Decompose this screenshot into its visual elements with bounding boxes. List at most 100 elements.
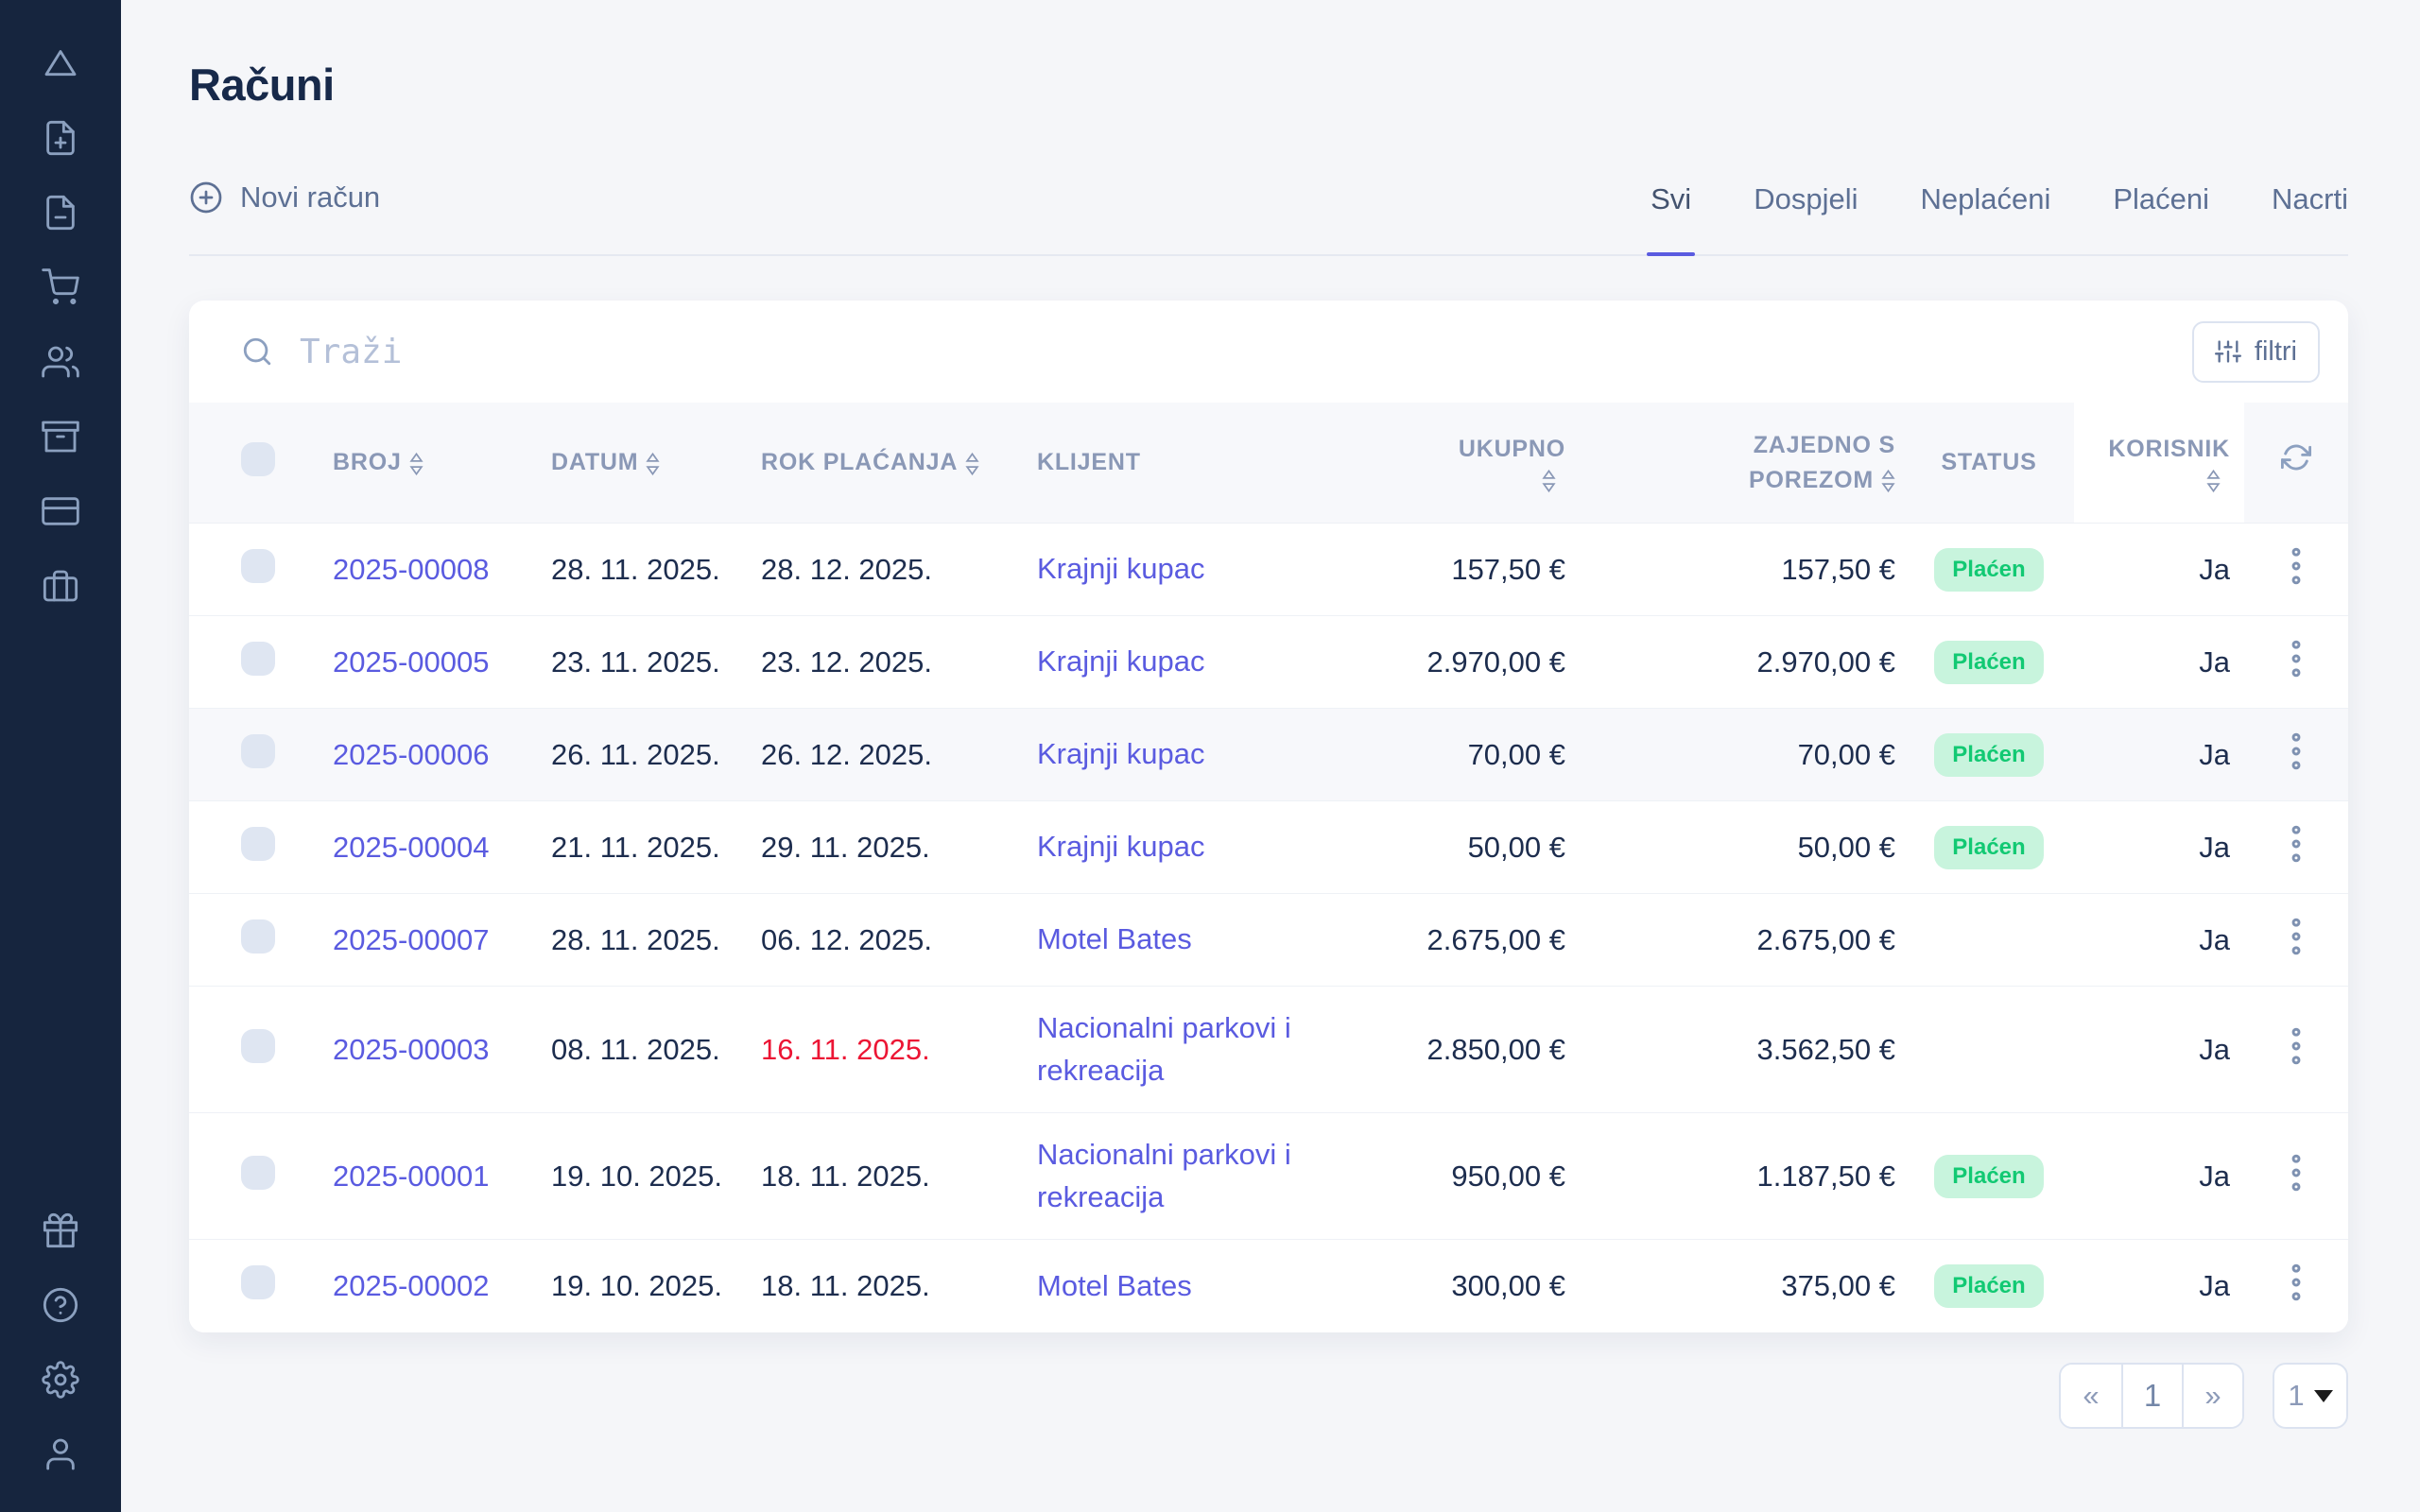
row-checkbox[interactable] [241, 641, 275, 676]
invoice-number-link[interactable]: 2025-00002 [333, 1269, 490, 1302]
file-minus-icon[interactable] [41, 193, 80, 232]
total-amount: 950,00 € [1451, 1159, 1565, 1193]
column-header-korisnik[interactable]: KORISNIK [2074, 403, 2244, 523]
gift-icon[interactable] [41, 1211, 80, 1250]
sort-icon[interactable] [1542, 469, 1556, 493]
sort-icon[interactable] [409, 452, 424, 476]
tab-dospjeli[interactable]: Dospjeli [1754, 182, 1858, 254]
row-checkbox[interactable] [241, 1265, 275, 1299]
table-row[interactable]: 2025-00006 26. 11. 2025. 26. 12. 2025. Kraj… [189, 709, 2348, 801]
total-with-tax: 50,00 € [1797, 830, 1895, 864]
row-checkbox[interactable] [241, 548, 275, 583]
pagination-current-page[interactable]: 1 [2121, 1365, 2182, 1427]
column-header-broj[interactable]: BROJ [302, 445, 518, 479]
credit-card-icon[interactable] [41, 491, 80, 531]
column-header-ukupno[interactable]: UKUPNO [1356, 432, 1573, 492]
table-row[interactable]: 2025-00007 28. 11. 2025. 06. 12. 2025. Mote… [189, 894, 2348, 987]
sort-icon[interactable] [1881, 469, 1895, 493]
row-checkbox[interactable] [241, 1155, 275, 1190]
client-link[interactable]: Motel Bates [1037, 1268, 1192, 1302]
table-row[interactable]: 2025-00001 19. 10. 2025. 18. 11. 2025. Naci… [189, 1113, 2348, 1240]
invoice-number-link[interactable]: 2025-00003 [333, 1032, 490, 1066]
tab-placeni[interactable]: Plaćeni [2113, 182, 2209, 254]
logo-triangle-icon[interactable] [41, 43, 80, 83]
total-amount: 50,00 € [1467, 830, 1565, 864]
invoice-number-link[interactable]: 2025-00008 [333, 552, 490, 586]
toolbar-row: Novi račun Svi Dospjeli Neplaćeni Plaćen… [189, 180, 2348, 256]
client-link[interactable]: Krajnji kupac [1037, 644, 1205, 679]
client-link[interactable]: Nacionalni parkovi i rekreacija [1037, 1010, 1291, 1087]
table-header: BROJ DATUM ROK PLAĆANJA KLIJENT UKUPNO Z… [189, 403, 2348, 524]
total-with-tax: 2.675,00 € [1756, 922, 1895, 956]
search-row: filtri [189, 301, 2348, 403]
client-link[interactable]: Krajnji kupac [1037, 737, 1205, 771]
users-icon[interactable] [41, 342, 80, 382]
row-actions-kebab-icon[interactable] [2282, 917, 2310, 964]
row-checkbox[interactable] [241, 826, 275, 861]
sort-icon[interactable] [2206, 469, 2221, 493]
page-group: « 1 » [2059, 1363, 2244, 1429]
invoice-date: 26. 11. 2025. [551, 737, 720, 771]
cart-icon[interactable] [41, 267, 80, 307]
table-row[interactable]: 2025-00005 23. 11. 2025. 23. 12. 2025. Kraj… [189, 616, 2348, 709]
invoice-number-link[interactable]: 2025-00007 [333, 922, 490, 956]
row-actions-kebab-icon[interactable] [2282, 639, 2310, 686]
pagination-last-button[interactable]: » [2182, 1365, 2242, 1427]
settings-gear-icon[interactable] [41, 1360, 80, 1400]
sidebar [0, 0, 121, 1512]
file-plus-icon[interactable] [41, 118, 80, 158]
row-checkbox[interactable] [241, 733, 275, 768]
invoice-number-link[interactable]: 2025-00006 [333, 737, 490, 771]
user-flag: Ja [2199, 737, 2230, 771]
pagination-first-button[interactable]: « [2061, 1365, 2121, 1427]
row-actions-kebab-icon[interactable] [2282, 824, 2310, 871]
briefcase-icon[interactable] [41, 566, 80, 606]
tab-svi[interactable]: Svi [1647, 182, 1696, 256]
page-size-dropdown[interactable]: 1 [2273, 1363, 2348, 1429]
search-input[interactable] [300, 332, 2192, 371]
row-checkbox[interactable] [241, 919, 275, 954]
invoice-number-link[interactable]: 2025-00004 [333, 830, 490, 864]
user-icon[interactable] [41, 1435, 80, 1474]
total-with-tax: 3.562,50 € [1756, 1032, 1895, 1066]
total-with-tax: 1.187,50 € [1756, 1159, 1895, 1193]
tab-neplaceni[interactable]: Neplaćeni [1920, 182, 2050, 254]
tab-nacrti[interactable]: Nacrti [2272, 182, 2348, 254]
row-actions-kebab-icon[interactable] [2282, 546, 2310, 593]
column-header-klijent[interactable]: KLIJENT [1037, 449, 1141, 476]
invoice-number-link[interactable]: 2025-00001 [333, 1159, 490, 1193]
select-all-checkbox[interactable] [241, 441, 275, 476]
column-header-zajedno[interactable]: ZAJEDNO S POREZOM [1749, 432, 1895, 493]
table-row[interactable]: 2025-00003 08. 11. 2025. 16. 11. 2025. Naci… [189, 987, 2348, 1113]
client-link[interactable]: Krajnji kupac [1037, 830, 1205, 864]
client-link[interactable]: Krajnji kupac [1037, 552, 1205, 586]
row-actions-kebab-icon[interactable] [2282, 731, 2310, 779]
client-link[interactable]: Motel Bates [1037, 922, 1192, 956]
row-actions-kebab-icon[interactable] [2282, 1263, 2310, 1310]
total-amount: 300,00 € [1451, 1269, 1565, 1302]
sort-icon[interactable] [646, 452, 660, 476]
new-invoice-button[interactable]: Novi račun [189, 180, 380, 254]
table-row[interactable]: 2025-00002 19. 10. 2025. 18. 11. 2025. Mote… [189, 1240, 2348, 1332]
table-row[interactable]: 2025-00004 21. 11. 2025. 29. 11. 2025. Kraj… [189, 801, 2348, 894]
column-header-datum[interactable]: DATUM [518, 445, 730, 479]
invoice-number-link[interactable]: 2025-00005 [333, 644, 490, 679]
row-checkbox[interactable] [241, 1028, 275, 1063]
user-flag: Ja [2199, 830, 2230, 864]
new-invoice-label: Novi račun [240, 180, 381, 214]
plus-circle-icon [190, 181, 222, 214]
archive-icon[interactable] [41, 417, 80, 456]
due-date: 28. 12. 2025. [761, 552, 932, 586]
status-badge: Plaćen [1934, 825, 2044, 869]
refresh-icon[interactable] [2280, 442, 2312, 475]
row-actions-kebab-icon[interactable] [2282, 1153, 2310, 1200]
filters-button[interactable]: filtri [2191, 320, 2320, 383]
sort-icon[interactable] [965, 452, 979, 476]
table-row[interactable]: 2025-00008 28. 11. 2025. 28. 12. 2025. Kraj… [189, 524, 2348, 616]
row-actions-kebab-icon[interactable] [2282, 1026, 2310, 1074]
help-icon[interactable] [41, 1285, 80, 1325]
total-with-tax: 157,50 € [1781, 552, 1895, 586]
search-icon [243, 337, 271, 366]
column-header-rok[interactable]: ROK PLAĆANJA [730, 445, 1004, 479]
client-link[interactable]: Nacionalni parkovi i rekreacija [1037, 1137, 1291, 1213]
